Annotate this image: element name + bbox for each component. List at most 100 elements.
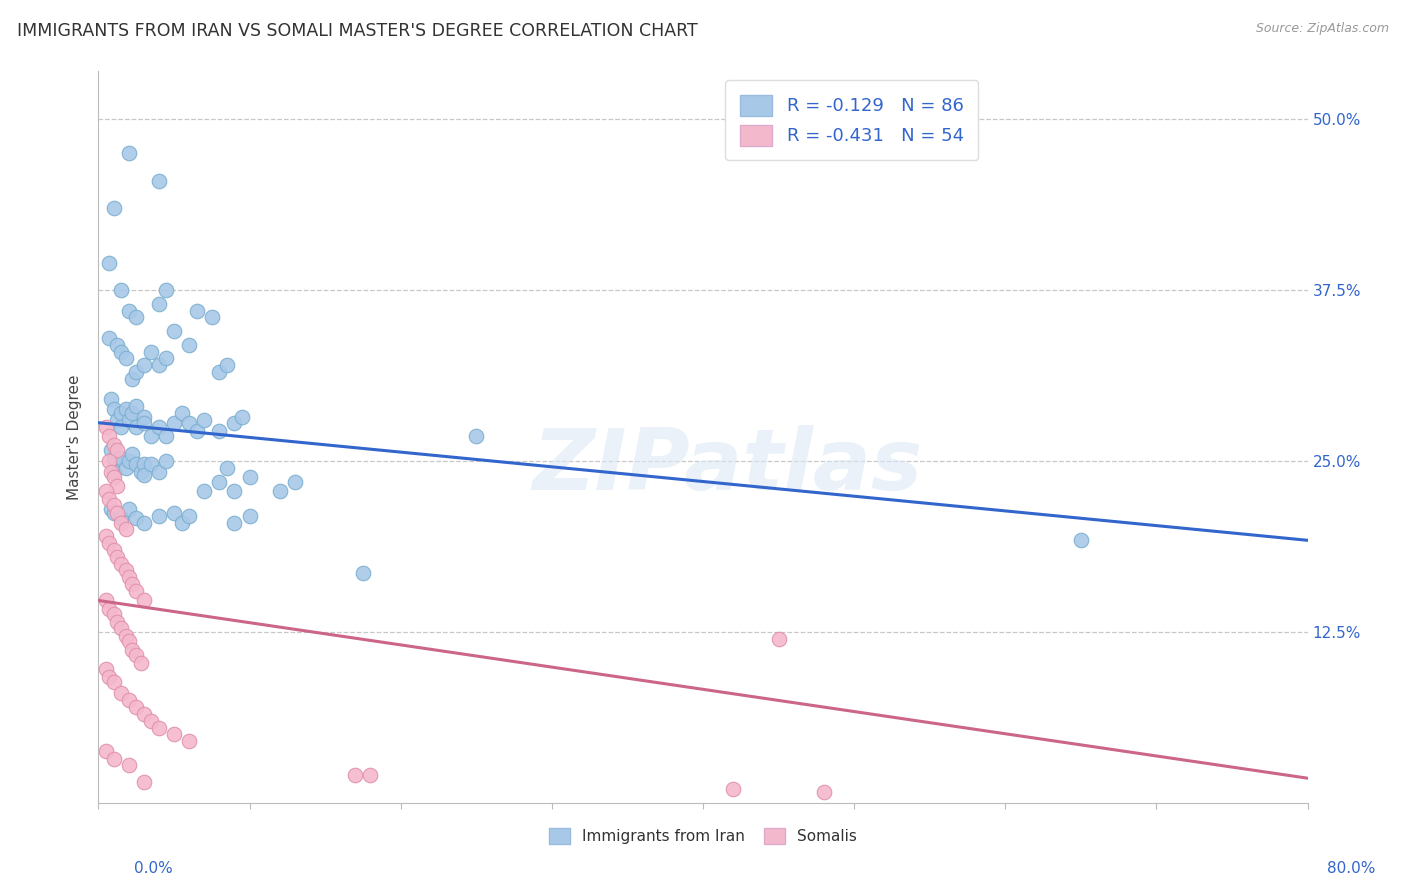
Point <box>103 506 125 520</box>
Text: 80.0%: 80.0% <box>1327 861 1375 876</box>
Point <box>103 465 125 479</box>
Point <box>121 447 143 461</box>
Point <box>208 365 231 379</box>
Point <box>98 256 121 270</box>
Point <box>132 516 155 530</box>
Point <box>118 757 141 772</box>
Point <box>125 365 148 379</box>
Point <box>103 675 125 690</box>
Point <box>100 443 122 458</box>
Point <box>105 338 128 352</box>
Y-axis label: Master's Degree: Master's Degree <box>67 375 83 500</box>
Point <box>105 506 128 520</box>
Point <box>118 146 141 161</box>
Point <box>110 406 132 420</box>
Point <box>94 529 117 543</box>
Point <box>132 706 155 721</box>
Point <box>103 402 125 417</box>
Point <box>148 420 170 434</box>
Point <box>103 542 125 557</box>
Point <box>94 593 117 607</box>
Point <box>105 443 128 458</box>
Point <box>132 416 155 430</box>
Point <box>132 410 155 425</box>
Point <box>155 283 177 297</box>
Point <box>179 416 201 430</box>
Point <box>98 492 121 507</box>
Point <box>118 501 141 516</box>
Point <box>155 454 177 468</box>
Point <box>224 516 246 530</box>
Point <box>215 460 238 475</box>
Point <box>118 454 141 468</box>
Point <box>110 621 132 635</box>
Point <box>114 563 136 577</box>
Point <box>98 331 121 345</box>
Point <box>110 344 132 359</box>
Point <box>148 297 170 311</box>
Point <box>114 351 136 366</box>
Point <box>110 451 132 466</box>
Point <box>284 475 307 489</box>
Point <box>125 457 148 471</box>
Point <box>103 470 125 484</box>
Point <box>98 670 121 684</box>
Point <box>132 457 155 471</box>
Point <box>215 359 238 373</box>
Point <box>231 410 253 425</box>
Point <box>94 662 117 676</box>
Text: 0.0%: 0.0% <box>134 861 173 876</box>
Point <box>98 454 121 468</box>
Point <box>148 465 170 479</box>
Point <box>201 310 224 325</box>
Point <box>155 351 177 366</box>
Point <box>100 392 122 407</box>
Point <box>105 549 128 564</box>
Point <box>105 413 128 427</box>
Point <box>100 501 122 516</box>
Point <box>121 372 143 386</box>
Point <box>94 420 117 434</box>
Point <box>105 478 128 492</box>
Point <box>103 437 125 451</box>
Point <box>125 700 148 714</box>
Point <box>103 752 125 766</box>
Point <box>179 734 201 748</box>
Point <box>118 570 141 584</box>
Point <box>98 429 121 443</box>
Point <box>121 577 143 591</box>
Point <box>344 768 367 782</box>
Point <box>125 400 148 414</box>
Point <box>105 615 128 630</box>
Point <box>114 402 136 417</box>
Point <box>94 484 117 499</box>
Point <box>132 359 155 373</box>
Point <box>360 768 382 782</box>
Point <box>114 629 136 643</box>
Point <box>132 775 155 789</box>
Point <box>141 714 163 728</box>
Point <box>163 506 186 520</box>
Point <box>118 634 141 648</box>
Point <box>208 424 231 438</box>
Point <box>269 484 291 499</box>
Point <box>170 516 193 530</box>
Point <box>179 508 201 523</box>
Point <box>98 536 121 550</box>
Point <box>239 508 262 523</box>
Point <box>148 174 170 188</box>
Point <box>768 632 790 646</box>
Point <box>148 359 170 373</box>
Point <box>148 721 170 735</box>
Text: Source: ZipAtlas.com: Source: ZipAtlas.com <box>1256 22 1389 36</box>
Point <box>114 522 136 536</box>
Point <box>110 420 132 434</box>
Point <box>465 429 488 443</box>
Point <box>125 648 148 662</box>
Point <box>110 511 132 525</box>
Point <box>118 413 141 427</box>
Point <box>170 406 193 420</box>
Point <box>1070 533 1092 548</box>
Point <box>98 601 121 615</box>
Point <box>132 467 155 482</box>
